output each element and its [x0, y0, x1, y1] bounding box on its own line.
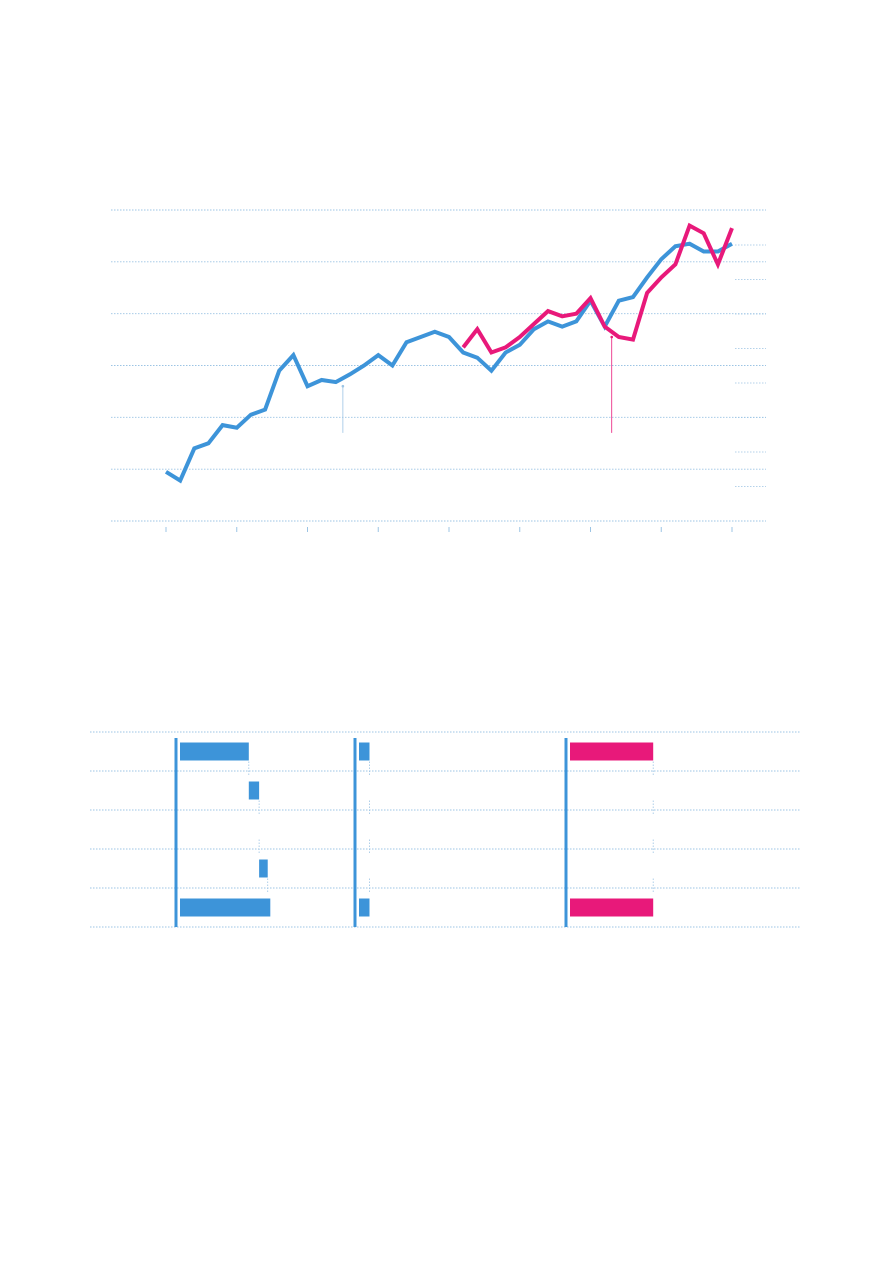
x-axis-ticks [165, 527, 733, 532]
line-chart [111, 209, 766, 532]
bar [248, 781, 260, 800]
bar [180, 898, 271, 917]
bar-panel-group [174, 738, 654, 927]
annotation-marker [341, 384, 345, 388]
chart-gridlines [111, 209, 766, 522]
bar-panel-1 [174, 738, 271, 927]
chart-annotations [341, 335, 614, 433]
annotation-marker [610, 335, 614, 339]
bar-gridlines [90, 731, 800, 928]
bar-panel-2 [353, 738, 370, 927]
bar [570, 742, 654, 761]
series-line-2 [461, 222, 734, 355]
right-axis-ticks [735, 244, 766, 487]
bar [570, 898, 654, 917]
series-line-1 [164, 241, 733, 484]
bar [359, 898, 370, 917]
bar [259, 859, 268, 878]
chart-series [164, 222, 734, 484]
bar [180, 742, 249, 761]
bar-panel-3 [564, 738, 654, 927]
bar [359, 742, 370, 761]
